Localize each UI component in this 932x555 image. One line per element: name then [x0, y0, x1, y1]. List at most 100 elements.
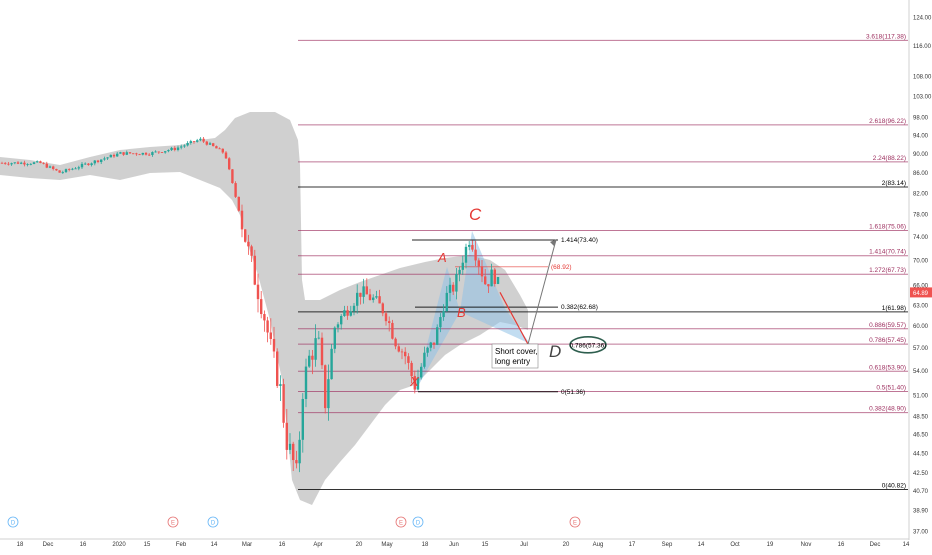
candle-body	[458, 269, 461, 275]
candle-body	[276, 351, 279, 386]
y-tick-label: 94.00	[913, 133, 929, 139]
candle-body	[359, 292, 362, 297]
event-marker-earnings	[569, 516, 581, 528]
candle-body	[455, 274, 458, 292]
x-tick-label: 19	[767, 542, 774, 548]
band-layer	[0, 112, 528, 505]
candle-body	[352, 305, 356, 312]
candle-body	[116, 153, 119, 157]
candle-body	[151, 152, 154, 156]
candle-body	[4, 162, 7, 164]
candle-body	[176, 147, 180, 150]
candle-body	[279, 384, 282, 386]
circled-level-ring	[569, 336, 607, 354]
y-tick-label: 78.00	[913, 213, 929, 219]
fib-lines-layer	[298, 39, 908, 490]
x-tick-label: Aug	[593, 542, 604, 548]
candle-body	[266, 320, 269, 333]
x-tick-label: 16	[838, 542, 845, 548]
candle-body	[0, 162, 4, 164]
candle-body	[496, 277, 500, 284]
candle-body	[484, 276, 487, 285]
pattern-point-c: C	[469, 205, 482, 224]
y-tick-label: 108.00	[913, 74, 932, 80]
note-line-2: long entry	[495, 357, 530, 366]
candle-body	[224, 152, 228, 159]
y-tick-label: 48.50	[913, 415, 929, 421]
candle-body	[314, 338, 317, 360]
candle-body	[474, 249, 477, 261]
candle-body	[138, 154, 141, 156]
candle-body	[298, 439, 301, 464]
x-tick-label: Jul	[520, 542, 528, 548]
x-tick-label: 14	[211, 542, 218, 548]
candle-body	[260, 299, 263, 315]
candle-body	[87, 163, 90, 166]
candle-body	[439, 317, 442, 328]
y-tick-label: 38.90	[913, 508, 929, 514]
candle-body	[173, 147, 176, 150]
candle-body	[263, 314, 266, 321]
y-tick-label: 124.00	[913, 16, 932, 22]
candle-body	[407, 356, 410, 363]
event-marker-dividend	[412, 516, 424, 528]
y-tick-label: 54.00	[913, 369, 929, 375]
candle-body	[346, 310, 349, 316]
candle-body	[272, 338, 276, 352]
x-tick-label: May	[381, 542, 392, 548]
candle-body	[426, 347, 429, 353]
x-tick-label: Jun	[449, 542, 459, 548]
candle-body	[340, 315, 343, 325]
candle-body	[48, 166, 52, 168]
y-tick-label: 40.70	[913, 489, 929, 495]
x-tick-label: 18	[17, 542, 24, 548]
x-tick-label: 17	[629, 542, 636, 548]
fib-label: 2.618(96.22)	[869, 118, 906, 125]
y-tick-label: 42.50	[913, 471, 929, 477]
pattern-point-x: X	[409, 374, 420, 389]
candle-body	[493, 269, 496, 284]
x-tick-label: 20	[563, 542, 570, 548]
x-tick-label: Oct	[730, 542, 740, 548]
candle-body	[304, 366, 308, 399]
last-price-label: 64.89	[913, 291, 929, 297]
fib-label: 0(40.82)	[882, 482, 906, 489]
candles-layer	[0, 136, 500, 473]
x-tick-label: Nov	[801, 542, 812, 548]
candle-body	[400, 351, 404, 353]
candle-body	[336, 324, 340, 328]
x-tick-label: Feb	[176, 542, 187, 548]
x-tick-label: Dec	[43, 542, 54, 548]
x-tick-label: Apr	[313, 542, 322, 548]
candle-body	[144, 152, 148, 155]
fib-label: 1.272(67.73)	[869, 267, 906, 274]
candle-body	[90, 163, 93, 166]
candle-body	[429, 342, 432, 348]
candle-body	[381, 303, 384, 314]
projection-label: 0.382(62.68)	[561, 304, 598, 311]
candle-body	[468, 244, 471, 247]
y-tick-label: 82.00	[913, 191, 929, 197]
annotation-layer: X A B C D Short cover,long entry 0.786(57.36)	[409, 205, 607, 389]
candle-body	[487, 284, 490, 287]
candle-body	[442, 311, 445, 318]
candle-body	[80, 163, 84, 168]
candle-body	[23, 162, 26, 165]
candle-body	[295, 460, 298, 464]
candle-body	[157, 151, 160, 153]
candle-body	[221, 148, 224, 153]
fib-label: 0.5(51.40)	[876, 384, 906, 391]
event-marker-earnings	[167, 516, 179, 528]
candle-body	[480, 266, 484, 277]
candle-body	[436, 327, 439, 345]
candle-body	[192, 141, 196, 142]
x-tick-label: 14	[903, 542, 910, 548]
candle-body	[234, 183, 237, 197]
candle-body	[445, 292, 448, 312]
candle-body	[125, 152, 128, 155]
x-tick-label: 14	[698, 542, 705, 548]
event-marker-label: D	[416, 521, 421, 527]
y-tick-label: 70.00	[913, 259, 929, 265]
